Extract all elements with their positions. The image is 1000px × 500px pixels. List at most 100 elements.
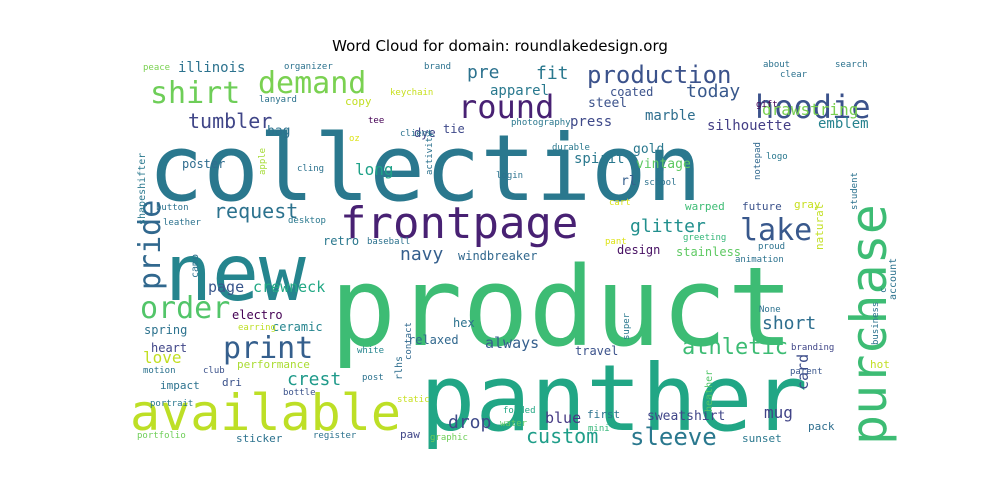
word-performance: performance [237, 358, 310, 371]
word-business: business [871, 302, 881, 345]
word-shirt: shirt [150, 76, 240, 111]
word-static: static [397, 395, 430, 405]
word-illinois: illinois [178, 60, 245, 76]
word-always: always [485, 334, 539, 352]
word-hex: hex [453, 316, 475, 330]
word-order: order [140, 291, 230, 326]
word-collection: collection [148, 115, 702, 222]
word-paw: paw [400, 428, 420, 441]
word-card: card [794, 354, 812, 390]
word-photography: photography [511, 118, 571, 128]
word-water: water [500, 419, 528, 429]
word-pack: pack [808, 420, 835, 433]
word-account: account [888, 258, 899, 300]
word-mug: mug [764, 403, 793, 422]
word-drop: drop [448, 412, 491, 433]
word-camo: camo [190, 254, 201, 278]
word-coated: coated [610, 85, 653, 99]
word-future: future [742, 200, 782, 213]
word-earring: earring [238, 323, 276, 333]
word-register: register [313, 431, 357, 441]
word-durable: durable [552, 143, 590, 153]
word-school: school [644, 178, 677, 188]
word-c: c [879, 288, 889, 293]
word-none: None [759, 305, 781, 315]
word-poster: poster [182, 157, 225, 171]
word-tumbler: tumbler [188, 109, 272, 133]
word-hoodie: hoodie [755, 88, 871, 126]
word-cling: cling [297, 164, 324, 174]
word-demand: demand [258, 66, 366, 101]
word-ceramic: ceramic [272, 320, 323, 334]
word-student: student [850, 172, 860, 210]
word-tie: tie [443, 122, 465, 136]
word-sleeve: sleeve [630, 423, 717, 451]
word-fit: fit [536, 63, 569, 84]
word-login: login [496, 171, 523, 181]
word-heather: heather [704, 370, 715, 412]
word-oz: oz [349, 134, 360, 144]
word-branding: branding [791, 343, 834, 353]
word-windbreaker: windbreaker [458, 249, 537, 263]
word-today: today [686, 81, 740, 102]
word-press: press [570, 114, 612, 130]
word-frontpage: frontpage [340, 198, 578, 249]
word-organizer: organizer [284, 62, 333, 72]
word-emblem: emblem [818, 116, 869, 132]
word-motion: motion [143, 366, 176, 376]
word-pre: pre [467, 62, 500, 83]
word-request: request [214, 199, 298, 223]
word-parent: parent [790, 367, 823, 377]
word-natural: natural [813, 204, 826, 250]
word-warped: warped [685, 200, 725, 213]
word-impact: impact [160, 379, 200, 392]
word-brand: brand [424, 62, 451, 72]
word-short: short [762, 313, 816, 334]
word-spring: spring [144, 323, 187, 337]
word-copy: copy [345, 95, 372, 108]
word-production: production [587, 61, 732, 89]
word-rl: rl [621, 174, 637, 189]
word-contact: contact [404, 322, 414, 360]
word-hot: hot [870, 358, 890, 371]
word-notepad: notepad [753, 142, 763, 180]
word-retro: retro [323, 234, 359, 248]
word-super: super [622, 312, 632, 340]
word-greeting: greeting [683, 233, 726, 243]
word-crewneck: crewneck [253, 278, 325, 296]
word-baseball: baseball [367, 237, 410, 247]
word-new: new [165, 229, 306, 319]
word-panther: panther [420, 345, 808, 452]
word-round: round [458, 88, 554, 126]
word-custom: custom [526, 424, 598, 448]
chart-title: Word Cloud for domain: roundlakedesign.o… [332, 37, 668, 55]
word-portrait: portrait [150, 399, 193, 409]
word-dri: dri [222, 376, 242, 389]
word-graphic: graphic [430, 433, 468, 443]
word-bottle: bottle [283, 388, 316, 398]
word-tee: tee [368, 116, 384, 126]
word-page: page [208, 278, 244, 296]
word-sweatshirt: sweatshirt [647, 409, 725, 424]
word-vintage: vintage [636, 157, 691, 172]
word-lake: lake [740, 213, 812, 248]
word-keychain: keychain [390, 88, 433, 98]
word-blue: blue [545, 409, 581, 427]
word-gray: gray [794, 198, 821, 211]
word-about: about [763, 60, 790, 70]
word-client: client [400, 129, 433, 139]
word-portfolio: portfolio [137, 431, 186, 441]
word-activity: activity [425, 131, 435, 175]
word-available: available [130, 384, 401, 442]
word-sunset: sunset [742, 432, 782, 445]
word-navy: navy [400, 244, 444, 265]
word-travel: travel [575, 344, 618, 358]
word-heart: heart [151, 341, 187, 355]
word-apple: apple [258, 148, 268, 175]
word-clear: clear [780, 70, 808, 80]
word-marble: marble [645, 108, 696, 124]
word-peace: peace [143, 63, 170, 73]
word-stainless: stainless [676, 245, 741, 259]
word-button: button [156, 203, 189, 213]
